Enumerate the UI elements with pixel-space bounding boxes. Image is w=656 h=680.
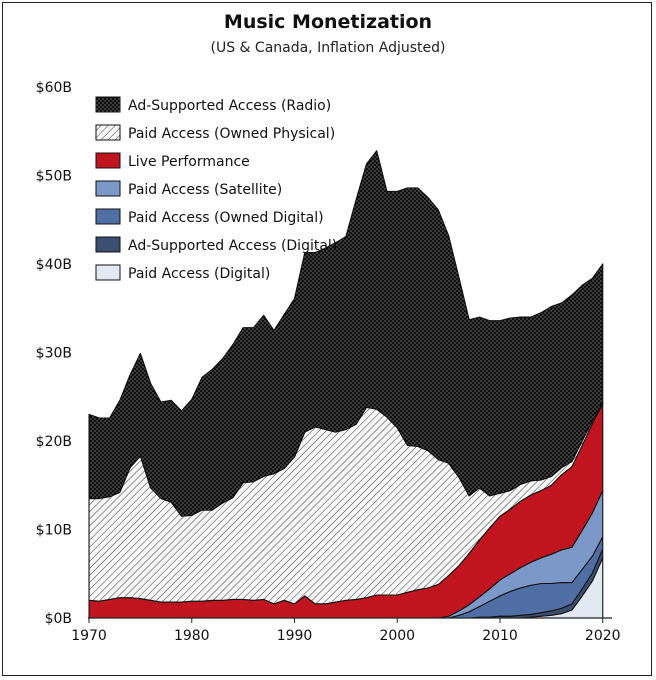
x-tick-label: 1990	[277, 628, 313, 644]
legend-swatch	[95, 236, 121, 253]
legend-label: Paid Access (Owned Physical)	[128, 126, 335, 142]
x-tick-label: 2000	[379, 628, 415, 644]
x-tick-label: 2020	[585, 628, 621, 644]
axes: 1970 1980 1990 2000 2010 2020 $0B $10B $20B $30B $…	[36, 80, 621, 644]
legend-swatch	[95, 124, 121, 141]
legend-swatch	[95, 180, 121, 197]
legend-swatch	[95, 152, 121, 169]
y-tick-label: $50B	[36, 169, 72, 185]
legend-label: Ad-Supported Access (Digital)	[128, 238, 337, 254]
legend-label: Paid Access (Satellite)	[128, 182, 282, 198]
area-ad-supported-access-radio	[88, 150, 604, 517]
legend-label: Live Performance	[128, 154, 250, 170]
x-tick-label: 1970	[71, 628, 107, 644]
legend-swatch	[95, 96, 121, 113]
legend-item-paid-access-owned-digital: Paid Access (Owned Digital)	[95, 208, 324, 226]
legend-label: Paid Access (Owned Digital)	[128, 210, 324, 226]
legend-item-paid-access-satellite: Paid Access (Satellite)	[95, 180, 282, 198]
legend: Ad-Supported Access (Radio) Paid Access (…	[95, 96, 337, 282]
legend-item-paid-access-digital: Paid Access (Digital)	[95, 264, 270, 282]
y-tick-label: $0B	[45, 611, 72, 627]
legend-item-ad-supported-access-radio: Ad-Supported Access (Radio)	[95, 96, 331, 114]
y-tick-label: $30B	[36, 346, 72, 362]
legend-label: Ad-Supported Access (Radio)	[128, 98, 331, 114]
x-tick-label: 1980	[174, 628, 210, 644]
x-tick-label: 2010	[482, 628, 518, 644]
legend-swatch	[95, 208, 121, 225]
y-tick-label: $10B	[36, 523, 72, 539]
legend-label: Paid Access (Digital)	[128, 266, 270, 282]
y-tick-label: $60B	[36, 80, 72, 96]
legend-swatch	[95, 264, 121, 281]
chart-title: Music Monetization	[223, 11, 433, 33]
chart-subtitle: (US & Canada, Inflation Adjusted)	[210, 40, 446, 56]
y-tick-label: $20B	[36, 434, 72, 450]
legend-item-ad-supported-access-digital: Ad-Supported Access (Digital)	[95, 236, 337, 254]
legend-item-live-performance: Live Performance	[95, 152, 250, 170]
legend-item-paid-access-owned-physical: Paid Access (Owned Physical)	[95, 124, 335, 142]
y-tick-label: $40B	[36, 257, 72, 273]
